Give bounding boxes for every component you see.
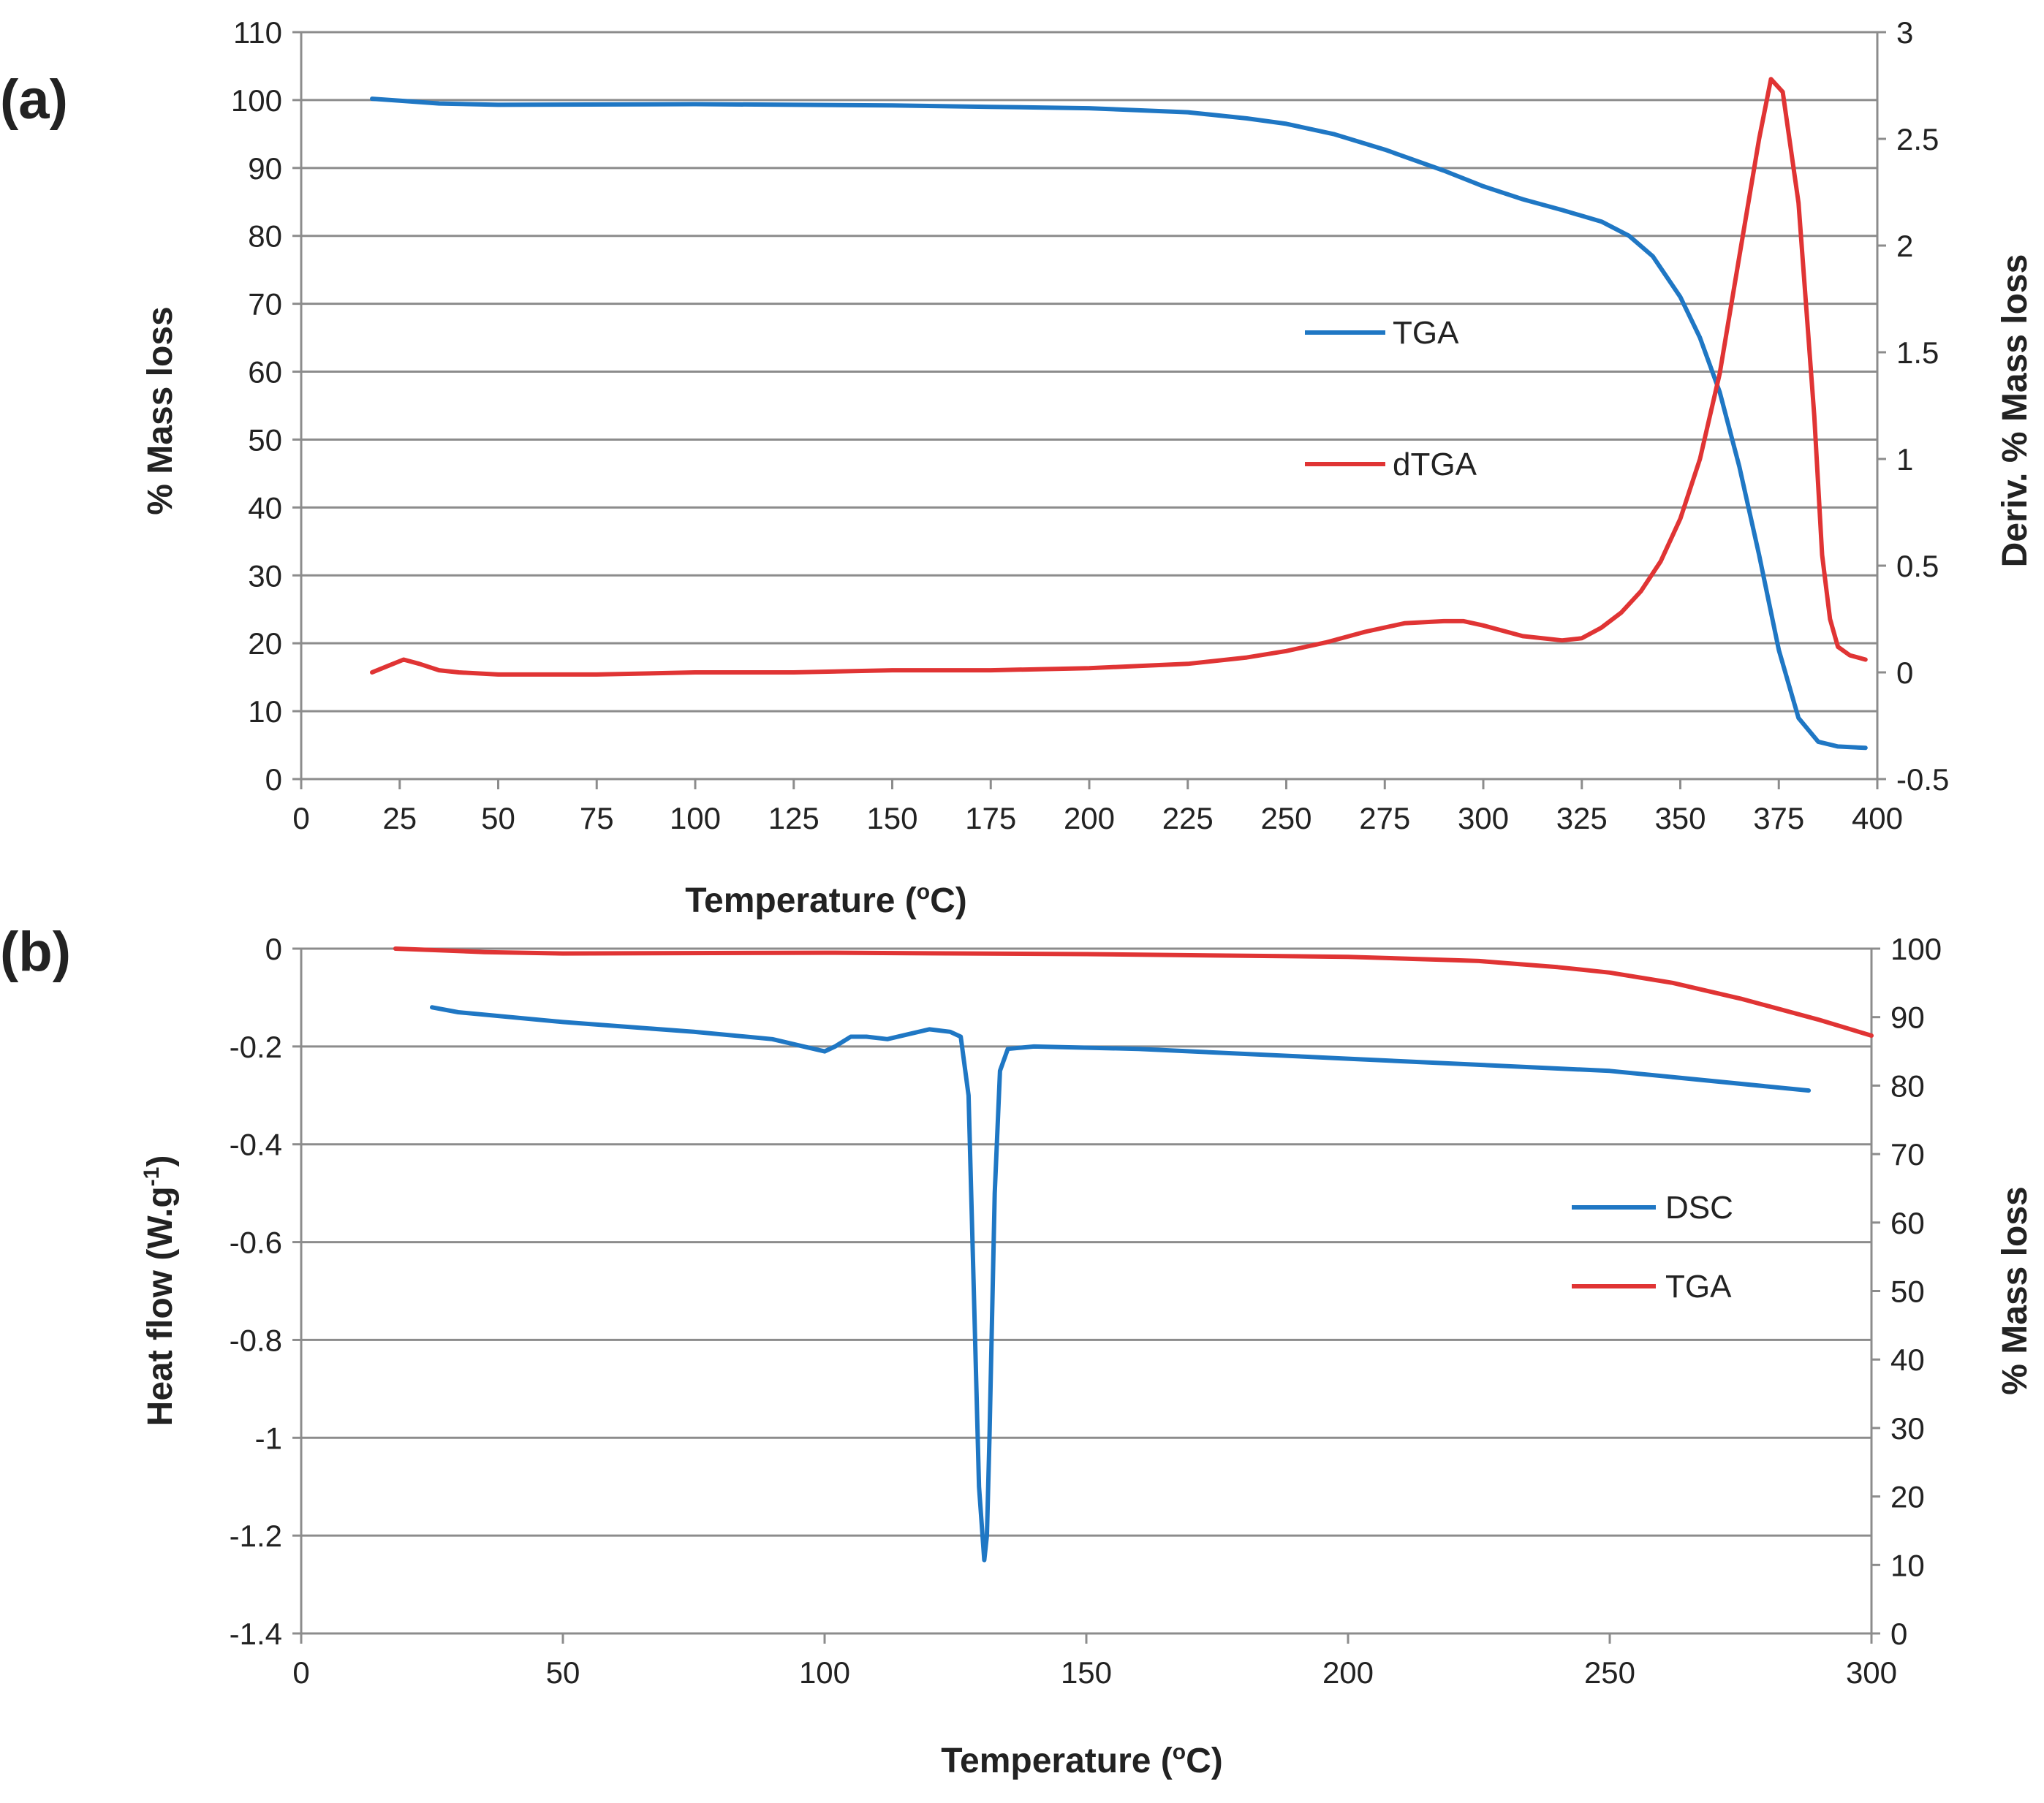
panel-a-y2-axis-title: Deriv. % Mass loss <box>1996 254 2034 568</box>
panel-b-y2-tick-label: 20 <box>1890 1480 1925 1514</box>
panel-a-y-axis-title: % Mass loss <box>141 306 180 515</box>
legend-label-dsc: DSC <box>1665 1190 1733 1226</box>
panel-a-y-tick-label: 110 <box>233 15 282 50</box>
panel-a-y2-tick-label: -0.5 <box>1896 762 1949 797</box>
panel-a-x-tick-label: 0 <box>292 801 309 835</box>
legend-label-tga-b: TGA <box>1665 1269 1732 1305</box>
panel-a-y-tick-label: 50 <box>248 422 282 457</box>
panel-a-x-tick-label: 375 <box>1753 801 1804 835</box>
panel-a-x-tick-label: 200 <box>1064 801 1115 835</box>
panel-a-label: (a) <box>0 69 68 131</box>
panel-a-x-tick-label: 175 <box>965 801 1016 835</box>
panel-a-y-tick-label: 60 <box>248 355 282 390</box>
panel-b-x-axis-title: Temperature (oC) <box>941 1740 1223 1780</box>
panel-a-y-tick-label: 20 <box>248 626 282 661</box>
legend-label-tga: TGA <box>1393 315 1459 351</box>
panel-a-y-tick-label: 100 <box>231 83 282 118</box>
panel-a-series-dtga <box>370 77 1868 677</box>
panel-a: (a) 0 25 50 75 100 125 150 175 200 225 250 275 300 32… <box>0 15 2034 920</box>
panel-a-series-tga <box>370 96 1868 751</box>
legend-label-dtga: dTGA <box>1393 447 1477 482</box>
panel-b-y-tick-label: -1.4 <box>230 1617 282 1651</box>
panel-b-y-tick-label: -0.6 <box>230 1226 282 1260</box>
panel-a-grid <box>300 31 1879 781</box>
panel-a-y-tick-label: 70 <box>248 287 282 322</box>
panel-b-y-tick-label: -1 <box>255 1421 282 1455</box>
panel-b-y2-tick-label: 100 <box>1890 932 1942 966</box>
panel-b-label: (b) <box>0 921 71 983</box>
panel-b-series-dsc <box>430 1005 1812 1563</box>
panel-b-y2-tick-label: 30 <box>1890 1411 1925 1446</box>
panel-b-x-tick-label: 250 <box>1584 1655 1635 1690</box>
panel-a-y-tick-label: 0 <box>265 762 282 797</box>
panel-b-grid <box>300 947 1873 1635</box>
panel-a-x-tick-label: 75 <box>580 801 614 835</box>
panel-b-x-tick-label: 150 <box>1061 1655 1112 1690</box>
panel-a-y2-tick-label: 0.5 <box>1896 549 1939 583</box>
panel-a-x-tick-label: 50 <box>481 801 515 835</box>
panel-a-x-tick-label: 250 <box>1260 801 1311 835</box>
panel-b-y-ticks: -1.4 -1.2 -1 -0.8 -0.6 -0.4 -0.2 0 <box>230 932 301 1651</box>
panel-a-x-tick-label: 100 <box>670 801 721 835</box>
panel-a-series <box>370 77 1868 751</box>
panel-b-y2-tick-label: 0 <box>1890 1617 1907 1651</box>
panel-b-x-tick-label: 200 <box>1322 1655 1374 1690</box>
panel-a-y-tick-label: 40 <box>248 490 282 525</box>
panel-b-y2-tick-label: 40 <box>1890 1343 1925 1377</box>
panel-a-x-tick-label: 400 <box>1852 801 1903 835</box>
panel-a-x-tick-label: 25 <box>382 801 417 835</box>
panel-a-y2-tick-label: 2 <box>1896 229 1913 263</box>
panel-b-y2-tick-label: 80 <box>1890 1068 1925 1103</box>
panel-a-x-tick-label: 325 <box>1556 801 1608 835</box>
panel-b-series <box>393 946 1874 1563</box>
panel-b-y2-ticks: 0 10 20 30 40 50 60 70 80 90 100 <box>1871 932 1942 1651</box>
panel-a-x-tick-label: 225 <box>1162 801 1214 835</box>
panel-b-x-tick-label: 100 <box>799 1655 850 1690</box>
panel-b-y-axis-title: Heat flow (W.g-1) <box>140 1155 180 1427</box>
panel-b-y2-tick-label: 70 <box>1890 1137 1925 1172</box>
panel-a-y2-ticks: -0.5 0 0.5 1 1.5 2 2.5 3 <box>1877 15 1949 797</box>
panel-b-y2-tick-label: 60 <box>1890 1206 1925 1240</box>
panel-a-x-tick-label: 275 <box>1359 801 1410 835</box>
panel-b-y2-tick-label: 10 <box>1890 1548 1925 1582</box>
panel-b-x-tick-label: 0 <box>292 1655 309 1690</box>
panel-b-x-tick-label: 300 <box>1846 1655 1897 1690</box>
panel-a-x-tick-label: 150 <box>866 801 917 835</box>
panel-a-y-ticks: 0 10 20 30 40 50 60 70 80 90 100 110 <box>231 15 301 797</box>
panel-b-legend: DSC TGA <box>1572 1190 1733 1305</box>
panel-b-y2-axis-title: % Mass loss <box>1996 1186 2034 1394</box>
panel-b-y-tick-label: -0.2 <box>230 1030 282 1064</box>
panel-b-series-tga <box>393 946 1874 1038</box>
panel-a-y-tick-label: 80 <box>248 219 282 254</box>
panel-a-y-tick-label: 90 <box>248 151 282 186</box>
panel-a-y-tick-label: 30 <box>248 558 282 593</box>
panel-a-y2-tick-label: 1 <box>1896 442 1913 477</box>
panel-a-y2-tick-label: 3 <box>1896 15 1913 50</box>
panel-a-x-tick-label: 125 <box>768 801 820 835</box>
panel-b-x-ticks: 0 50 100 150 200 250 300 <box>292 1633 1897 1690</box>
panel-a-x-ticks: 0 25 50 75 100 125 150 175 200 225 250 275 300 325 350… <box>292 779 1903 835</box>
panel-b-y-tick-label: -0.8 <box>230 1323 282 1357</box>
panel-a-y-tick-label: 10 <box>248 694 282 729</box>
panel-a-x-tick-label: 300 <box>1458 801 1509 835</box>
panel-a-y2-tick-label: 1.5 <box>1896 335 1939 370</box>
panel-a-x-tick-label: 350 <box>1654 801 1706 835</box>
panel-b-x-tick-label: 50 <box>546 1655 580 1690</box>
panel-a-y2-tick-label: 2.5 <box>1896 122 1939 156</box>
panel-b: (b) 0 50 100 150 200 250 300 -1.4-1.2-1-0.8-0.… <box>0 921 2034 1780</box>
panel-a-y2-tick-label: 0 <box>1896 656 1913 690</box>
panel-b-y-tick-label: -0.4 <box>230 1128 282 1162</box>
panel-a-legend: TGA dTGA <box>1305 315 1477 482</box>
panel-a-x-axis-title: Temperature (oC) <box>685 880 967 920</box>
panel-b-y-tick-label: -1.2 <box>230 1519 282 1553</box>
panel-b-y2-tick-label: 90 <box>1890 1001 1925 1035</box>
panel-b-y2-tick-label: 50 <box>1890 1275 1925 1309</box>
panel-b-y-tick-label: 0 <box>265 932 282 966</box>
